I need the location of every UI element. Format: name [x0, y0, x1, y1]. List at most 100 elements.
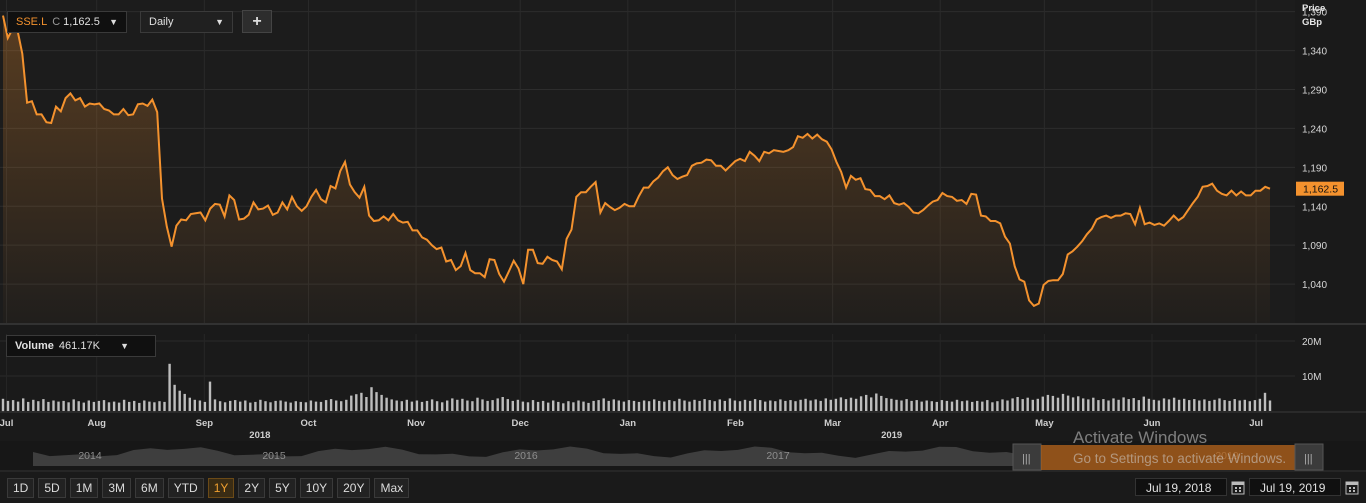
volume-bar [829, 399, 832, 411]
volume-bar [552, 400, 555, 411]
volume-bar [804, 398, 807, 412]
volume-bar [304, 402, 308, 412]
range-button-10y[interactable]: 10Y [299, 478, 334, 498]
volume-bar [153, 402, 156, 412]
volume-bar [647, 401, 651, 411]
volume-bar [158, 401, 161, 411]
volume-bar [345, 399, 348, 411]
volume-bar [859, 396, 863, 411]
plus-icon: + [252, 12, 262, 30]
x-month-label: May [1035, 418, 1054, 429]
range-button-3m[interactable]: 3M [102, 478, 132, 498]
range-button-6m[interactable]: 6M [135, 478, 164, 498]
volume-bar [223, 402, 227, 412]
volume-bar [370, 387, 373, 411]
volume-bar [809, 400, 812, 411]
volume-bar [592, 400, 595, 411]
volume-bar [895, 399, 898, 411]
volume-bar [678, 398, 681, 412]
calendar-to-icon[interactable] [1345, 481, 1359, 495]
volume-bar [254, 401, 257, 411]
range-button-max[interactable]: Max [374, 478, 410, 498]
volume-selector[interactable]: Volume 461.17K ▼ [6, 335, 156, 357]
volume-bar [425, 400, 429, 411]
range-button-1d[interactable]: 1D [7, 478, 35, 498]
add-indicator-button[interactable]: + [242, 10, 272, 33]
calendar-from-icon[interactable] [1231, 481, 1245, 495]
volume-bar [728, 398, 732, 411]
volume-bar [622, 401, 626, 411]
range-button-1m[interactable]: 1M [69, 478, 99, 498]
volume-bar [1046, 394, 1050, 411]
volume-bar [577, 400, 580, 411]
volume-bar [441, 402, 444, 412]
volume-bar [713, 401, 716, 411]
volume-bar [284, 401, 287, 411]
volume-bar [819, 400, 822, 411]
volume-bar [435, 401, 439, 411]
volume-bar [198, 400, 202, 411]
volume-bar [1177, 399, 1181, 411]
volume-bar [658, 400, 661, 411]
volume-bar [930, 401, 933, 411]
volume-bar [1056, 397, 1060, 411]
price-tick-label: 1,090 [1302, 241, 1327, 252]
volume-bar [57, 401, 60, 411]
navigator-year-label: 2014 [78, 450, 102, 462]
volume-bars [1, 363, 1272, 412]
volume-bar [1193, 399, 1196, 411]
navigator-right-handle[interactable] [1294, 443, 1324, 471]
volume-bar [521, 401, 525, 411]
volume-bar [663, 401, 666, 411]
volume-bar [1198, 400, 1201, 411]
volume-bar [743, 399, 747, 411]
volume-bar [627, 400, 631, 411]
price-line[interactable] [2, 15, 1271, 308]
volume-bar [183, 393, 186, 411]
volume-bar [355, 394, 358, 411]
volume-bar [168, 363, 171, 412]
volume-bar [420, 401, 424, 411]
volume-bar [1031, 399, 1034, 411]
volume-bar [920, 401, 923, 411]
date-from-input[interactable]: Jul 19, 2018 [1135, 478, 1227, 496]
symbol-selector[interactable]: SSE.L C 1,162.5 ▼ [7, 11, 127, 33]
volume-bar [905, 399, 908, 411]
range-button-5d[interactable]: 5D [38, 478, 66, 498]
volume-bar [456, 399, 459, 411]
svg-text:|||: ||| [1304, 453, 1313, 465]
volume-bar [208, 381, 212, 411]
x-month-label: Jan [620, 418, 637, 429]
price-axis-unit: GBp [1302, 17, 1322, 28]
volume-bar [1122, 397, 1125, 411]
volume-bar [128, 401, 131, 411]
volume-bar [839, 397, 843, 411]
volume-bar [668, 400, 671, 411]
volume-bar [279, 400, 282, 411]
volume-bar [178, 390, 181, 411]
navigator-left-handle[interactable] [1012, 443, 1042, 471]
volume-bar [723, 400, 726, 411]
volume-bar [309, 400, 313, 411]
range-button-2y[interactable]: 2Y [238, 478, 266, 498]
volume-bar [294, 401, 297, 411]
navigator-selection[interactable] [1041, 445, 1295, 470]
range-button-ytd[interactable]: YTD [167, 478, 204, 498]
volume-bar [769, 400, 772, 411]
date-to-input[interactable]: Jul 19, 2019 [1249, 478, 1341, 496]
volume-bar [6, 400, 10, 411]
interval-selector[interactable]: Daily ▼ [140, 11, 233, 33]
x-month-label: Dec [511, 418, 528, 429]
range-button-20y[interactable]: 20Y [337, 478, 371, 498]
volume-bar [1001, 399, 1004, 411]
range-button-1y[interactable]: 1Y [207, 478, 235, 498]
volume-bar [567, 401, 570, 411]
volume-bar [97, 400, 101, 411]
volume-bar [1137, 400, 1140, 411]
volume-bar [764, 401, 767, 411]
volume-bar [1026, 397, 1029, 411]
x-year-label: 2018 [249, 430, 270, 441]
range-button-5y[interactable]: 5Y [269, 478, 296, 498]
volume-bar [738, 401, 742, 411]
volume-bar [612, 399, 615, 411]
